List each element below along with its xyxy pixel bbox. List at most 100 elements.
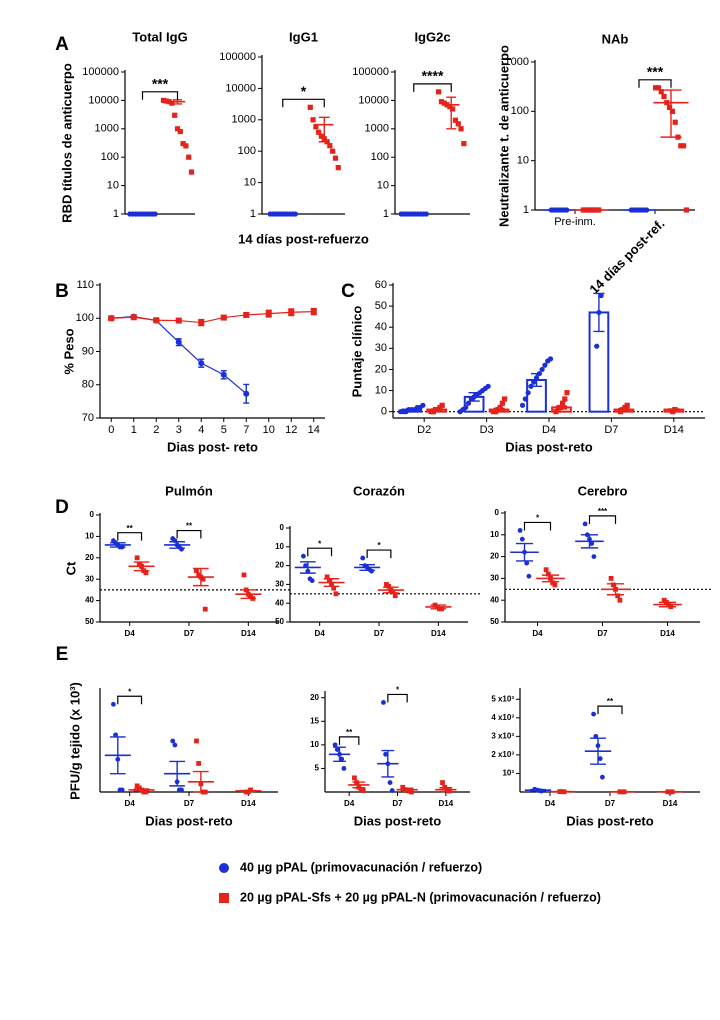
y-tick-label: 30	[375, 342, 387, 354]
data-point	[564, 390, 570, 396]
significance-label: *	[318, 539, 322, 548]
significance-bracket	[413, 83, 452, 92]
data-point	[194, 738, 199, 744]
y-tick-label: 100	[101, 151, 119, 163]
x-tick-label: D4	[125, 799, 136, 808]
y-tick-label: 20	[310, 693, 319, 702]
y-tick-label: 10	[107, 180, 119, 192]
significance-bracket	[523, 521, 552, 531]
error-bar	[193, 770, 209, 793]
significance-bracket	[117, 695, 143, 705]
x-tick-label: 5	[221, 424, 227, 436]
chart-title: Cerebro	[578, 483, 628, 498]
panel-label: C	[341, 281, 355, 302]
x-tick-label: D4	[344, 799, 355, 808]
data-point	[130, 314, 137, 321]
significance-label: *	[301, 83, 307, 99]
significance-bracket	[338, 736, 360, 745]
data-point	[143, 570, 149, 576]
data-point	[194, 568, 199, 574]
data-point	[333, 591, 339, 597]
data-point	[163, 98, 169, 104]
error-bar	[133, 788, 150, 792]
y-tick-label: 100	[371, 151, 389, 163]
significance-bracket	[141, 91, 179, 100]
significance-label: ***	[152, 76, 169, 92]
significance-bracket	[387, 693, 408, 703]
data-point	[243, 390, 250, 397]
data-point	[653, 85, 659, 91]
x-tick-label: D14	[431, 629, 446, 638]
error-bar	[660, 89, 682, 138]
error-bar	[580, 534, 599, 549]
data-point	[452, 117, 459, 123]
data-point	[461, 141, 467, 147]
significance-label: ***	[598, 507, 608, 516]
series-line	[111, 311, 314, 324]
data-point	[386, 583, 392, 589]
x-tick-label: 14	[308, 424, 320, 436]
data-point	[439, 402, 445, 408]
chart-title: NAb	[602, 31, 629, 46]
data-point	[369, 568, 374, 574]
data-point	[669, 108, 675, 114]
x-tick-label: 7	[243, 424, 249, 436]
data-point	[301, 553, 306, 559]
data-point	[166, 99, 172, 105]
error-bar	[593, 292, 605, 333]
error-bar	[668, 408, 680, 411]
error-bar	[352, 781, 366, 789]
y-tick-label: 100000	[352, 66, 389, 78]
y-axis-label: Ct	[63, 561, 78, 575]
legend-marker	[219, 863, 229, 873]
x-tick-label: 3	[176, 424, 182, 436]
data-point	[196, 761, 202, 766]
data-point	[438, 99, 445, 105]
data-point	[582, 521, 588, 527]
significance-label: **	[127, 524, 134, 533]
series-line	[111, 315, 247, 395]
significance-bracket	[307, 547, 333, 557]
data-point	[309, 578, 315, 584]
error-bar	[468, 391, 480, 402]
data-point	[339, 756, 345, 762]
data-point	[389, 788, 395, 793]
data-point	[615, 593, 621, 599]
y-tick-label: 1	[383, 208, 389, 220]
y-tick-label: 100	[238, 145, 256, 157]
x-axis-label: Dias post-reto	[505, 439, 592, 454]
panel-label: B	[55, 281, 69, 302]
y-tick-label: 5 x10³	[491, 694, 514, 703]
error-bar	[541, 574, 560, 583]
legend-label: 20 µg pPAL-Sfs + 20 µg pPAL-N (primovacu…	[240, 890, 601, 904]
x-tick-label: D7	[604, 424, 618, 436]
data-point	[326, 578, 332, 584]
x-axis-label: Dias post-reto	[566, 813, 653, 828]
data-point	[175, 339, 182, 346]
error-bar	[530, 372, 543, 388]
y-axis-label: Puntaje clínico	[349, 306, 364, 398]
legend-label: 40 µg pPAL (primovacunación / refuerzo)	[240, 860, 482, 874]
data-point	[667, 104, 673, 111]
error-bar	[658, 601, 677, 608]
data-point	[610, 582, 616, 588]
y-tick-label: 0	[280, 523, 285, 532]
data-point	[463, 404, 469, 411]
data-point	[316, 129, 322, 135]
y-axis-label: % Peso	[61, 328, 76, 374]
y-tick-label: 10000	[88, 94, 119, 106]
x-tick-label: D4	[532, 629, 543, 638]
data-point	[307, 104, 313, 110]
y-tick-label: 100000	[82, 66, 119, 78]
legend-marker	[219, 893, 229, 903]
y-tick-label: 20	[375, 363, 387, 375]
y-tick-label: 0	[90, 510, 95, 519]
y-tick-label: 50	[275, 617, 284, 626]
error-bar	[133, 561, 150, 572]
y-tick-label: 110	[76, 279, 94, 291]
y-tick-label: 70	[82, 412, 94, 424]
y-tick-label: 10000	[225, 82, 256, 94]
y-tick-label: 10000	[358, 94, 389, 106]
data-point	[545, 571, 551, 577]
data-point	[594, 343, 600, 349]
